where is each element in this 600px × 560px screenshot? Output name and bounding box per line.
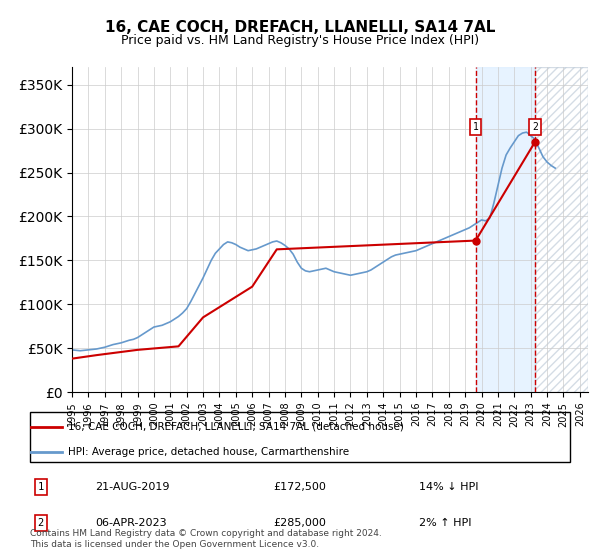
Bar: [476, 67, 535, 392]
Bar: [535, 67, 588, 392]
Text: 06-APR-2023: 06-APR-2023: [95, 518, 166, 528]
Text: 14% ↓ HPI: 14% ↓ HPI: [419, 482, 478, 492]
Text: 16, CAE COCH, DREFACH, LLANELLI, SA14 7AL (detached house): 16, CAE COCH, DREFACH, LLANELLI, SA14 7A…: [68, 422, 404, 432]
Bar: [535, 67, 588, 392]
Text: 2: 2: [532, 122, 538, 132]
Text: £285,000: £285,000: [273, 518, 326, 528]
Text: Contains HM Land Registry data © Crown copyright and database right 2024.
This d: Contains HM Land Registry data © Crown c…: [30, 529, 382, 549]
Text: 1: 1: [38, 482, 44, 492]
Text: 2% ↑ HPI: 2% ↑ HPI: [419, 518, 472, 528]
Text: £172,500: £172,500: [273, 482, 326, 492]
Text: HPI: Average price, detached house, Carmarthenshire: HPI: Average price, detached house, Carm…: [68, 447, 349, 457]
Text: 21-AUG-2019: 21-AUG-2019: [95, 482, 169, 492]
Text: 16, CAE COCH, DREFACH, LLANELLI, SA14 7AL: 16, CAE COCH, DREFACH, LLANELLI, SA14 7A…: [105, 20, 495, 35]
Text: 1: 1: [473, 122, 479, 132]
Text: 2: 2: [38, 518, 44, 528]
Text: Price paid vs. HM Land Registry's House Price Index (HPI): Price paid vs. HM Land Registry's House …: [121, 34, 479, 46]
